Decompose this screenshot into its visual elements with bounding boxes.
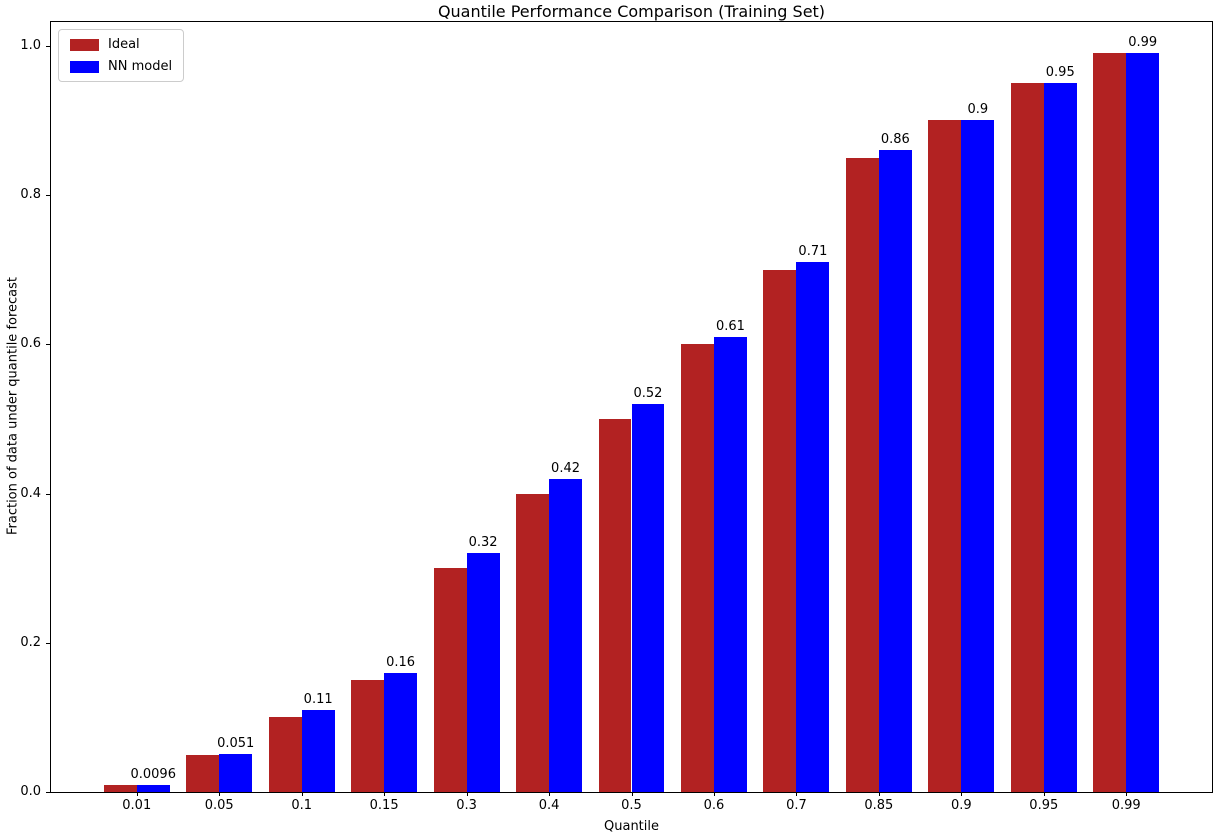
x-tick-mark [219, 792, 221, 796]
y-tick-mark [46, 792, 50, 793]
bar-value-label-0.95: 0.95 [1045, 65, 1075, 81]
bar-nn-model-0.85 [878, 150, 912, 792]
x-tick-label: 0.05 [204, 798, 234, 813]
legend-swatch-ideal [70, 38, 99, 51]
y-tick-mark [46, 45, 50, 47]
legend-label-ideal: Ideal [108, 37, 140, 52]
bar-ideal-0.1 [268, 717, 302, 792]
chart-title: Quantile Performance Comparison (Trainin… [437, 2, 826, 21]
bar-ideal-0.6 [680, 344, 714, 792]
bar-nn-model-0.9 [961, 120, 995, 792]
legend-item-ideal: Ideal [70, 37, 172, 52]
x-tick-mark [713, 792, 715, 796]
bar-value-label-0.15: 0.16 [386, 654, 416, 670]
bar-value-label-0.85: 0.86 [880, 132, 910, 148]
bar-value-label-0.3: 0.32 [468, 535, 498, 551]
y-tick-mark [46, 195, 50, 197]
bar-value-label-0.4: 0.42 [551, 460, 580, 476]
x-tick-label: 0.1 [291, 798, 312, 813]
legend-label-nn-model: NN model [108, 59, 173, 74]
x-tick-mark [1043, 792, 1045, 796]
x-tick-label: 0.15 [369, 798, 399, 813]
bar-nn-model-0.1 [301, 709, 335, 792]
bar-nn-model-0.05 [219, 753, 253, 792]
x-tick-label: 0.4 [538, 798, 560, 813]
bar-nn-model-0.6 [713, 336, 747, 792]
x-tick-label: 0.3 [456, 798, 477, 813]
x-tick-mark [796, 792, 798, 796]
bar-nn-model-0.3 [466, 553, 500, 792]
x-tick-mark [549, 792, 551, 796]
y-tick-mark [46, 344, 50, 346]
y-tick-label: 0.2 [20, 634, 41, 650]
y-tick-label: 1.0 [20, 37, 41, 53]
plot-inner: 0.0 0.2 0.4 0.6 0.8 1.0 0.0096 0.01 0.051 0.05 0.1… [20, 22, 1212, 813]
x-tick-mark [1126, 792, 1128, 796]
bar-nn-model-0.99 [1126, 53, 1160, 792]
bar-ideal-0.01 [103, 784, 137, 792]
x-tick-label: 0.95 [1029, 798, 1059, 813]
y-tick-mark [46, 642, 50, 644]
bar-ideal-0.05 [186, 754, 220, 792]
bar-ideal-0.5 [598, 418, 632, 792]
bar-value-label-0.7: 0.71 [798, 244, 828, 260]
bar-ideal-0.7 [763, 269, 797, 792]
x-tick-label: 0.01 [122, 798, 152, 813]
x-tick-mark [301, 792, 303, 796]
bar-ideal-0.95 [1010, 83, 1044, 792]
x-tick-label: 0.85 [864, 798, 894, 813]
bar-nn-model-0.95 [1043, 83, 1077, 792]
bar-nn-model-0.01 [136, 784, 170, 792]
bar-ideal-0.9 [928, 120, 962, 792]
x-tick-label: 0.99 [1111, 798, 1141, 813]
x-tick-label: 0.6 [703, 798, 725, 813]
bar-value-label-0.5: 0.52 [633, 386, 663, 401]
x-tick-mark [878, 792, 880, 796]
x-tick-mark [631, 792, 633, 796]
y-tick-label: 0.8 [20, 187, 41, 203]
legend-swatch-nn-model [70, 60, 99, 73]
bar-ideal-0.99 [1093, 53, 1127, 792]
x-tick-mark [136, 792, 138, 796]
bar-ideal-0.4 [516, 493, 550, 792]
x-tick-mark [466, 792, 468, 796]
y-tick-mark [46, 493, 50, 495]
bar-value-label-0.9: 0.9 [967, 102, 989, 118]
bar-nn-model-0.15 [384, 672, 418, 792]
bar-ideal-0.3 [433, 568, 467, 792]
bar-nn-model-0.4 [549, 478, 582, 792]
x-tick-mark [384, 792, 386, 796]
bar-ideal-0.85 [845, 157, 879, 792]
bar-value-label-0.6: 0.61 [715, 318, 745, 334]
x-tick-label: 0.7 [786, 798, 807, 813]
bar-value-label-0.1: 0.11 [303, 691, 333, 707]
bar-nn-model-0.5 [631, 404, 665, 792]
bar-value-label-0.05: 0.051 [217, 735, 255, 751]
plot-area: 0.0 0.2 0.4 0.6 0.8 1.0 0.0096 0.01 0.051 0.05 0.1… [20, 21, 1213, 813]
x-tick-label: 0.5 [621, 798, 642, 813]
x-tick-label: 0.9 [950, 798, 972, 813]
legend: Ideal NN model [58, 29, 185, 82]
bar-ideal-0.15 [351, 680, 385, 792]
bar-value-label-0.99: 0.99 [1128, 35, 1158, 51]
bar-value-label-0.01: 0.0096 [130, 766, 176, 782]
y-tick-label: 0.0 [20, 784, 41, 799]
y-tick-label: 0.4 [20, 485, 41, 501]
bar-nn-model-0.7 [796, 262, 830, 792]
y-tick-label: 0.6 [20, 336, 41, 352]
x-axis-label: Quantile [604, 819, 659, 834]
x-tick-mark [961, 792, 963, 796]
legend-item-nn-model: NN model [70, 59, 172, 74]
